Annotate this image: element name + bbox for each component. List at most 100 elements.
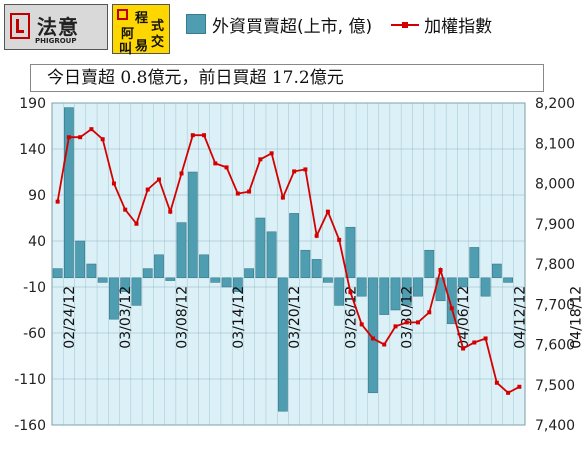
left-axis-tick-label: -60 <box>23 326 46 342</box>
program-trading-logo-char: 程 <box>135 11 149 26</box>
foreign-net-bar <box>503 277 513 283</box>
taiex-index-point <box>393 324 398 329</box>
foreign-net-bar <box>323 277 333 283</box>
program-trading-logo-char: 叫 <box>119 42 133 57</box>
taiex-index-point <box>382 342 387 347</box>
foreign-net-bar <box>266 231 277 279</box>
taiex-index-point <box>111 181 116 186</box>
foreign-net-bar <box>154 254 164 279</box>
taiex-index-point <box>202 133 207 138</box>
x-axis-date-label: 02/24/12 <box>62 286 78 349</box>
foreign-net-bar <box>480 277 491 297</box>
taiex-index-point <box>438 268 443 273</box>
left-axis-tick-label: 190 <box>19 96 46 112</box>
taiex-index-point <box>55 199 60 204</box>
foreign-net-bar <box>446 277 457 325</box>
phigroup-logo: 法意 PHIGROUP <box>4 4 108 50</box>
x-axis-date-label: 04/06/12 <box>456 286 472 349</box>
foreign-net-bar <box>289 213 300 279</box>
left-axis-tick-label: -10 <box>23 280 46 296</box>
foreign-net-bar <box>244 268 254 279</box>
foreign-net-bar <box>379 277 390 315</box>
left-axis-tick-label: 90 <box>28 188 46 204</box>
foreign-net-bar <box>52 268 63 279</box>
right-axis-tick-label: 7,700 <box>535 297 575 313</box>
foreign-net-bar <box>199 254 209 279</box>
taiex-index-point <box>292 169 297 174</box>
taiex-index-point <box>427 310 432 315</box>
x-axis-date-label: 03/20/12 <box>287 286 303 349</box>
phigroup-logo-text: 法意 <box>37 15 79 39</box>
foreign-net-bar <box>469 247 480 279</box>
taiex-index-point <box>156 177 161 182</box>
taiex-index-point <box>247 189 252 194</box>
taiex-index-point <box>280 195 285 200</box>
foreign-net-bar <box>131 277 142 306</box>
taiex-index-point <box>449 306 454 311</box>
phigroup-logo-mark <box>10 13 30 39</box>
foreign-net-bar <box>390 277 401 311</box>
foreign-net-bar <box>142 268 153 279</box>
foreign-net-bar <box>300 249 311 279</box>
left-axis-tick-label: -110 <box>14 372 46 388</box>
program-trading-logo-char: 阿 <box>121 27 135 42</box>
taiex-index-point <box>190 133 195 138</box>
x-axis-date-label: 03/30/12 <box>400 286 416 349</box>
x-axis-date-label: 04/12/12 <box>512 286 528 349</box>
foreign-net-bar <box>458 277 468 288</box>
taiex-index-point <box>213 161 218 166</box>
foreign-net-bar <box>491 263 502 279</box>
left-axis-tick-label: 140 <box>19 142 46 158</box>
foreign-net-bar <box>97 277 108 283</box>
foreign-net-bar <box>334 277 345 306</box>
foreign-net-bar <box>187 171 198 279</box>
foreign-net-bar <box>165 277 176 281</box>
taiex-index-point <box>303 167 308 172</box>
right-axis-tick-label: 7,600 <box>535 338 575 354</box>
x-axis-date-label: 03/03/12 <box>118 286 134 349</box>
foreign-net-bar <box>255 217 266 279</box>
legend-bar-swatch <box>186 14 206 34</box>
taiex-index-point <box>325 209 330 214</box>
foreign-net-bar <box>75 240 86 279</box>
x-axis-date-label: 03/14/12 <box>231 286 247 349</box>
taiex-index-point <box>66 135 71 140</box>
right-axis-tick-label: 7,500 <box>535 378 575 394</box>
x-axis-date-label: 03/08/12 <box>175 286 191 349</box>
taiex-index-point <box>224 165 229 170</box>
taiex-index-point <box>168 209 173 214</box>
taiex-index-point <box>494 380 499 385</box>
taiex-index-point <box>235 191 240 196</box>
taiex-index-point <box>100 137 105 142</box>
foreign-net-bar <box>176 222 187 279</box>
x-axis-date-label: 03/26/12 <box>343 286 359 349</box>
left-axis-tick-label: -160 <box>14 418 46 434</box>
foreign-net-bar <box>401 277 412 306</box>
right-axis-tick-label: 7,800 <box>535 257 575 273</box>
taiex-index-point <box>472 340 477 345</box>
foreign-net-bar <box>210 277 221 283</box>
foreign-net-bar <box>424 249 435 279</box>
taiex-index-point <box>517 384 522 389</box>
right-axis-tick-label: 8,200 <box>535 96 575 112</box>
program-trading-logo-char: 易 <box>135 39 149 54</box>
foreign-net-bar <box>221 277 232 288</box>
chart-legend: 外資買賣超(上市, 億) 加權指數 <box>186 10 492 38</box>
taiex-index-point <box>348 290 353 295</box>
left-axis-tick-label: 40 <box>28 234 46 250</box>
foreign-net-bar <box>345 226 356 279</box>
taiex-index-point <box>78 135 83 140</box>
right-axis-tick-label: 7,400 <box>535 418 575 434</box>
taiex-index-point <box>404 320 409 325</box>
program-trading-logo-char: 式 <box>151 19 165 34</box>
foreign-net-bar <box>86 263 97 279</box>
right-axis-tick-label: 8,100 <box>535 136 575 152</box>
program-trading-logo: 阿 程 式 叫 易 交 <box>112 4 170 57</box>
phigroup-logo-subtext: PHIGROUP <box>35 37 77 45</box>
right-axis-tick-label: 8,000 <box>535 177 575 193</box>
foreign-net-bar <box>413 277 423 297</box>
taiex-index-point <box>134 221 139 226</box>
legend-bar-label: 外資買賣超(上市, 億) <box>212 16 373 37</box>
foreign-net-bar <box>109 277 119 320</box>
